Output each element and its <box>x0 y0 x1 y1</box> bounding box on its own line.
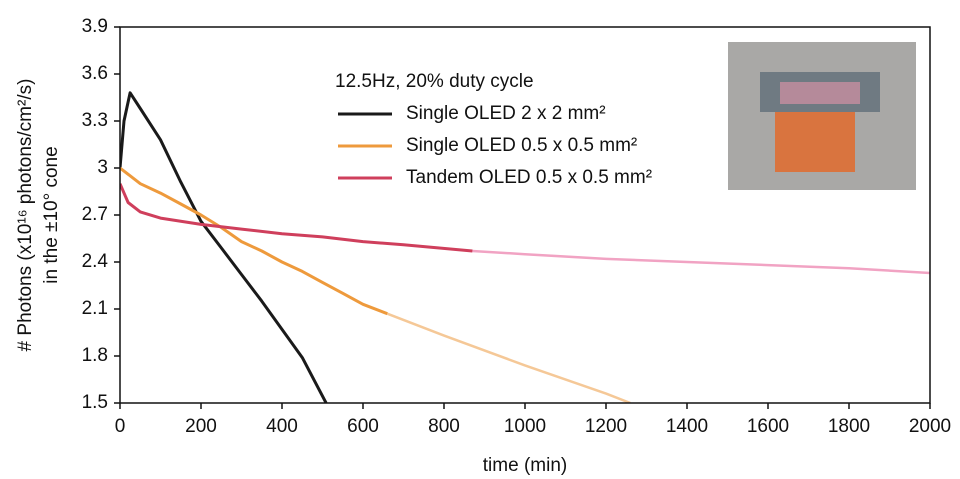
x-tick-label: 200 <box>185 416 217 437</box>
legend-label: Single OLED 0.5 x 0.5 mm² <box>406 135 637 156</box>
y-tick-label: 2.4 <box>82 251 109 272</box>
y-tick-label: 1.8 <box>82 345 108 366</box>
y-axis-label: in the ±10° cone <box>41 146 62 283</box>
x-tick-label: 1800 <box>828 416 870 437</box>
legend-label: Tandem OLED 0.5 x 0.5 mm² <box>406 167 652 188</box>
x-tick-label: 1400 <box>666 416 708 437</box>
y-tick-label: 3.6 <box>82 63 108 84</box>
y-tick-label: 2.7 <box>82 204 108 225</box>
x-tick-label: 1200 <box>585 416 627 437</box>
legend-title: 12.5Hz, 20% duty cycle <box>335 71 534 92</box>
x-tick-label: 400 <box>266 416 298 437</box>
plot-frame <box>119 26 931 404</box>
y-tick-label: 1.5 <box>82 392 108 413</box>
x-tick-label: 2000 <box>909 416 951 437</box>
inset-photo <box>728 42 916 190</box>
y-tick-label: 2.1 <box>82 298 108 319</box>
data-line <box>120 166 388 316</box>
x-tick-label: 1000 <box>504 416 546 437</box>
y-tick-label: 3.3 <box>82 110 108 131</box>
data-line <box>120 91 328 403</box>
y-axis-label: # Photons (x10¹⁶ photons/cm²/s) <box>15 79 36 352</box>
x-axis-label: time (min) <box>483 455 567 476</box>
x-tick-label: 600 <box>347 416 379 437</box>
x-tick-label: 800 <box>428 416 460 437</box>
y-tick-label: 3.9 <box>82 16 108 37</box>
data-line <box>120 183 473 253</box>
legend-label: Single OLED 2 x 2 mm² <box>406 103 606 124</box>
data-line <box>386 312 631 403</box>
y-tick-label: 3 <box>97 157 108 178</box>
data-line <box>472 249 930 275</box>
x-tick-label: 0 <box>115 416 126 437</box>
x-tick-label: 1600 <box>747 416 789 437</box>
